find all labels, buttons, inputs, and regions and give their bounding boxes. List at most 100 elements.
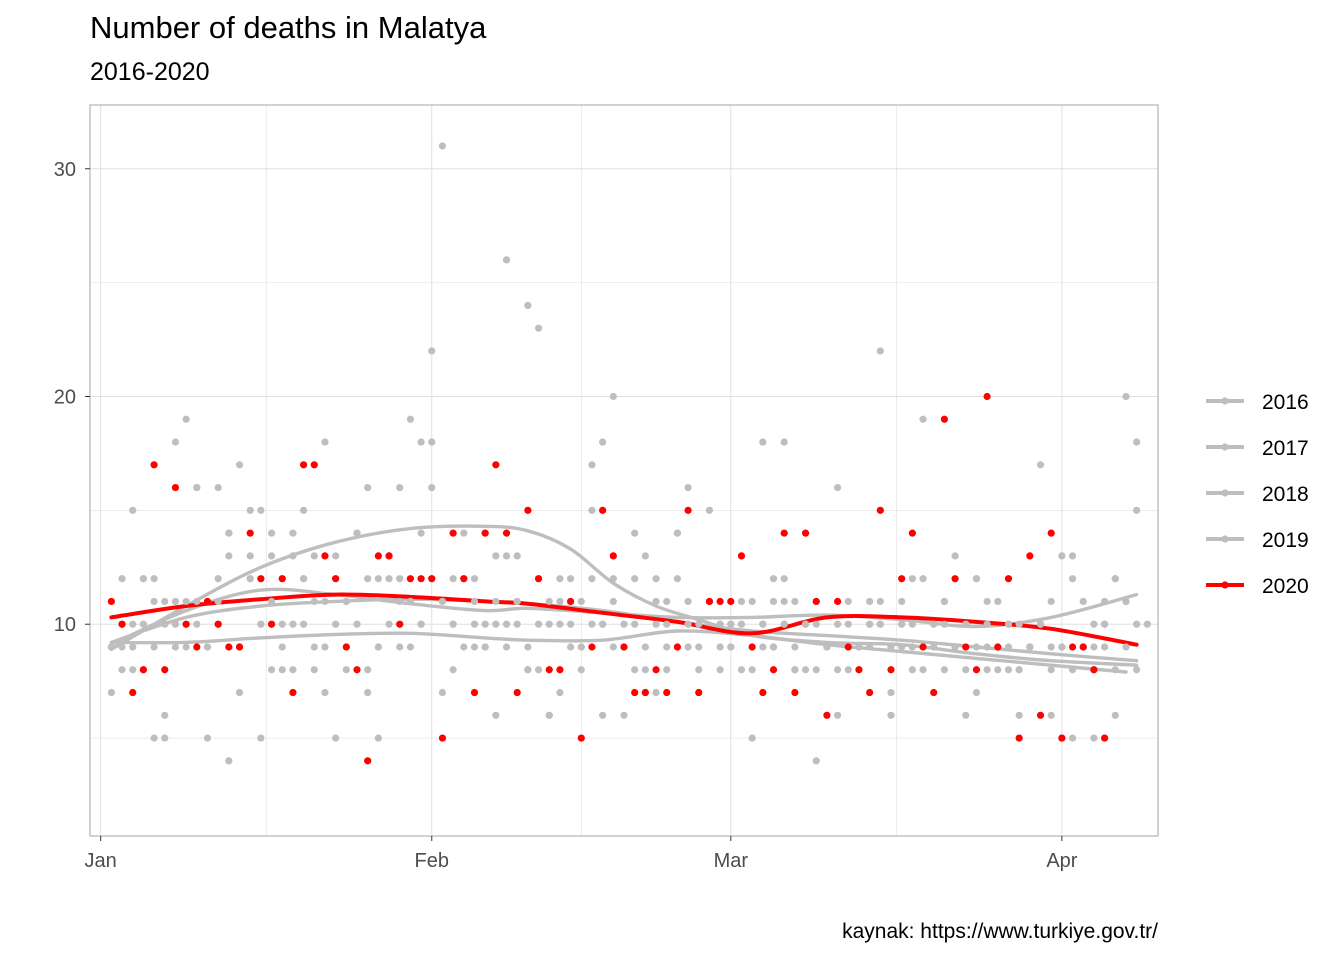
data-point-2020 (1004, 575, 1013, 583)
data-point-2018 (1004, 643, 1013, 651)
data-point-2016 (876, 597, 884, 606)
data-point-2019 (876, 347, 884, 355)
data-point-2017 (588, 461, 596, 469)
data-point-2016 (994, 597, 1002, 606)
data-point-2018 (769, 643, 778, 651)
data-point-2017 (139, 620, 147, 628)
data-point-2018 (908, 620, 916, 628)
data-point-2016 (534, 620, 543, 628)
data-point-2018 (1122, 643, 1130, 651)
data-point-2016 (695, 643, 703, 651)
data-point-2020 (481, 529, 489, 537)
data-point-2018 (278, 620, 286, 628)
data-point-2017 (118, 643, 126, 651)
data-point-2020 (620, 643, 628, 651)
data-point-2017 (428, 438, 436, 446)
data-point-2016 (332, 734, 340, 742)
data-point-2019 (460, 529, 468, 537)
data-point-2017 (502, 552, 511, 560)
data-point-2018 (791, 666, 799, 674)
data-point-2020 (1036, 711, 1045, 719)
data-point-2020 (577, 734, 585, 742)
data-point-2019 (812, 620, 820, 628)
data-point-2018 (567, 643, 575, 651)
data-point-2019 (406, 597, 414, 606)
data-point-2016 (481, 620, 489, 628)
data-point-2020 (759, 688, 767, 697)
data-point-2020 (1026, 552, 1034, 560)
data-point-2019 (524, 301, 532, 309)
data-point-2020 (567, 597, 575, 606)
data-point-2018 (866, 643, 874, 651)
data-point-2019 (513, 552, 521, 560)
data-point-2017 (898, 620, 906, 628)
data-point-2018 (1058, 643, 1066, 651)
data-point-2016 (1047, 711, 1055, 719)
data-point-2016 (641, 552, 649, 560)
data-point-2020 (663, 688, 671, 697)
data-point-2017 (289, 620, 297, 628)
data-point-2017 (321, 643, 329, 651)
data-point-2019 (940, 597, 949, 606)
data-point-2017 (695, 620, 703, 628)
data-point-2019 (267, 597, 276, 606)
data-point-2020 (1047, 529, 1055, 537)
data-point-2017 (385, 575, 393, 583)
data-point-2019 (737, 620, 746, 628)
legend-label: 2020 (1262, 575, 1309, 598)
data-point-2018 (310, 643, 318, 651)
data-point-2019 (855, 643, 863, 651)
legend-key-point (1221, 397, 1229, 405)
data-point-2017 (364, 483, 372, 492)
data-point-2020 (919, 643, 927, 651)
data-point-2017 (652, 620, 660, 628)
data-point-2020 (524, 506, 532, 514)
data-point-2020 (684, 506, 692, 514)
data-point-2019 (278, 643, 286, 651)
data-point-2020 (406, 575, 414, 583)
data-point-2016 (887, 711, 895, 719)
data-point-2017 (673, 575, 682, 583)
data-point-2018 (246, 575, 254, 583)
data-point-2020 (908, 529, 916, 537)
data-point-2018 (609, 597, 617, 606)
data-point-2016 (364, 666, 372, 674)
data-point-2016 (812, 757, 820, 765)
data-point-2019 (769, 597, 778, 606)
axis-ticks: 10 20 30 Jan Feb Mar Apr (54, 159, 1078, 872)
legend-label: 2017 (1262, 437, 1309, 460)
data-point-2020 (855, 666, 863, 674)
data-point-2019 (470, 620, 479, 628)
data-point-2016 (620, 711, 628, 719)
data-point-2019 (129, 666, 137, 674)
y-tick-label: 20 (54, 386, 76, 408)
data-point-2016 (983, 643, 991, 651)
data-point-2018 (332, 620, 340, 628)
data-point-2019 (620, 620, 628, 628)
legend-item-2016: 2016 (1206, 391, 1309, 414)
data-point-2016 (300, 620, 308, 628)
data-point-2016 (267, 529, 276, 537)
data-point-2016 (321, 688, 329, 697)
data-point-2019 (161, 734, 169, 742)
data-point-2018 (118, 666, 126, 674)
data-point-2017 (930, 620, 938, 628)
data-point-2018 (556, 575, 564, 583)
data-point-2019 (1090, 734, 1098, 742)
data-point-2018 (887, 688, 895, 697)
data-point-2019 (364, 688, 372, 697)
data-point-2017 (1143, 620, 1151, 628)
data-point-2016 (1015, 711, 1023, 719)
data-point-2019 (214, 597, 222, 606)
data-point-2016 (225, 757, 233, 765)
data-point-2020 (118, 620, 126, 628)
data-point-2019 (417, 529, 425, 537)
data-point-2020 (705, 597, 714, 606)
data-point-2019 (834, 483, 842, 492)
data-point-2019 (438, 142, 447, 150)
data-point-2016 (940, 666, 949, 674)
data-point-2018 (1047, 666, 1055, 674)
data-point-2019 (1004, 620, 1013, 628)
data-point-2019 (673, 529, 682, 537)
data-point-2016 (780, 575, 788, 583)
